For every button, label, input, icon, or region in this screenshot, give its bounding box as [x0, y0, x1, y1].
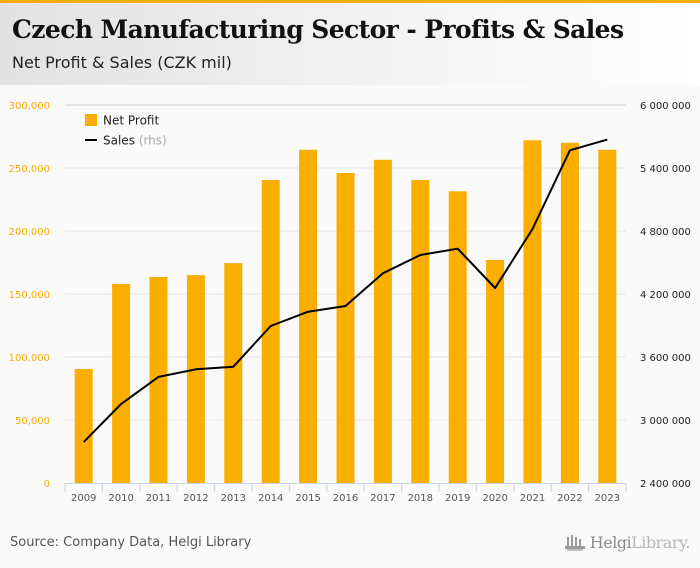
right-axis: 2 400 000 3 000 000 3 600 000 4 200 000 4 80…: [640, 101, 691, 490]
right-tick-label: 3 000 000: [640, 416, 691, 427]
bar-net-profit: [224, 263, 243, 483]
x-tick-label: 2012: [183, 493, 208, 504]
top-accent-bar: [0, 0, 700, 3]
right-tick-label: 4 200 000: [640, 290, 691, 301]
x-tick-label: 2016: [333, 493, 358, 504]
left-tick-label: 0: [44, 479, 50, 490]
legend-label-net-profit: Net Profit: [103, 114, 159, 128]
left-axis: 0 50,000 100,000 150,000 200,000 250,000 300,0…: [9, 101, 50, 490]
bar-net-profit: [299, 149, 318, 484]
x-tick-label: 2019: [445, 493, 470, 504]
bar-net-profit: [411, 179, 430, 483]
x-tick-label: 2017: [370, 493, 395, 504]
x-tick-label: 2021: [520, 493, 545, 504]
right-tick-label: 4 800 000: [640, 227, 691, 238]
right-tick-label: 5 400 000: [640, 164, 691, 175]
bar-net-profit: [373, 159, 392, 483]
bar-net-profit: [560, 142, 579, 484]
x-tick-label: 2011: [146, 493, 171, 504]
bar-net-profit: [598, 149, 617, 484]
x-tick-label: 2015: [295, 493, 320, 504]
left-tick-label: 150,000: [9, 290, 50, 301]
x-tick-label: 2010: [108, 493, 133, 504]
chart-header: Czech Manufacturing Sector - Profits & S…: [0, 3, 700, 85]
legend-sales-name: Sales: [103, 134, 135, 148]
right-tick-label: 2 400 000: [640, 479, 691, 490]
library-logo-icon: [564, 534, 585, 551]
bar-net-profit: [486, 259, 505, 483]
right-tick-label: 6 000 000: [640, 101, 691, 112]
left-tick-label: 250,000: [9, 164, 50, 175]
brand-name-light: Library.: [631, 533, 690, 552]
x-tick-label: 2018: [408, 493, 433, 504]
x-tick-label: 2023: [595, 493, 620, 504]
bar-net-profit: [186, 275, 205, 483]
legend-sales-rhs: (rhs): [139, 134, 167, 148]
legend-swatch-net-profit: [85, 114, 97, 126]
bar-net-profit: [448, 191, 467, 483]
x-tick-label: 2013: [221, 493, 246, 504]
x-tick-label: 2022: [557, 493, 582, 504]
left-tick-label: 50,000: [15, 416, 50, 427]
x-axis: 2009 2010 2011 2012 2013 2014 2015 2016 2017 2018…: [64, 483, 627, 504]
x-tick-label: 2014: [258, 493, 283, 504]
source-note: Source: Company Data, Helgi Library: [10, 535, 252, 550]
brand-name: HelgiLibrary.: [589, 533, 691, 552]
bar-net-profit: [523, 140, 542, 483]
left-tick-label: 300,000: [9, 101, 50, 112]
left-tick-label: 100,000: [9, 353, 50, 364]
brand-name-bold: Helgi: [589, 533, 632, 552]
x-tick-label: 2020: [482, 493, 507, 504]
right-tick-label: 3 600 000: [640, 353, 691, 364]
chart-subtitle: Net Profit & Sales (CZK mil): [12, 53, 232, 72]
bar-net-profit: [261, 179, 280, 483]
x-tick-label: 2009: [71, 493, 96, 504]
bar-net-profit: [149, 276, 168, 483]
left-tick-label: 200,000: [9, 227, 50, 238]
bar-net-profit: [74, 368, 93, 483]
helgi-library-brand: HelgiLibrary.: [564, 533, 690, 552]
sales-line-series: [82, 138, 608, 443]
bar-net-profit: [336, 173, 355, 484]
legend: Net Profit Sales (rhs): [85, 114, 167, 148]
net-profit-bars: [74, 140, 617, 484]
chart-title: Czech Manufacturing Sector - Profits & S…: [12, 15, 624, 44]
bar-net-profit: [112, 283, 131, 483]
legend-label-sales: Sales (rhs): [103, 134, 167, 148]
